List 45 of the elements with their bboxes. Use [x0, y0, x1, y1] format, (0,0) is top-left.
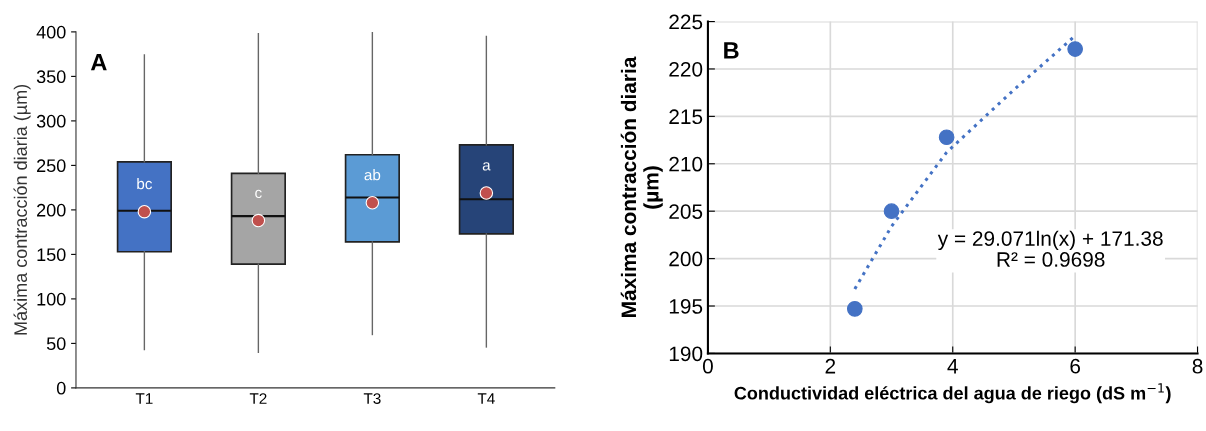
x-tick-label: 0 — [702, 358, 713, 374]
y-tick-label: 200 — [37, 203, 66, 217]
x-tick-label: T2 — [249, 393, 267, 404]
point — [1067, 41, 1083, 57]
x-tick-label: 4 — [947, 359, 958, 374]
y-tick-label: 0 — [56, 381, 66, 395]
point — [938, 129, 955, 146]
y-tick-label: 400 — [36, 25, 66, 39]
point — [365, 196, 380, 210]
y-tick-label: 250 — [37, 159, 66, 173]
x-axis-title: Conductividad eléctrica del agua de riego (dS m$^{−1}$) — [734, 383, 1171, 404]
annotation: a — [482, 162, 491, 171]
annotation: ab — [364, 169, 381, 181]
point — [479, 186, 494, 200]
y-tick-label: 50 — [46, 337, 66, 351]
y-tick-label: 350 — [36, 70, 66, 84]
x-tick-label: 2 — [825, 358, 836, 374]
annotation: B — [724, 42, 739, 59]
y-tick-label: 205 — [669, 204, 703, 219]
point — [883, 203, 900, 220]
point — [137, 204, 152, 219]
x-tick-label: 6 — [1070, 358, 1081, 374]
y-tick-label: 220 — [669, 61, 703, 77]
y-tick-label: 190 — [669, 346, 703, 362]
y-axis-title: Máxima contracción diaria (µm) — [620, 56, 663, 317]
point — [846, 301, 863, 317]
point — [251, 213, 266, 228]
annotation: R² = 0.9698 — [997, 252, 1105, 267]
y-tick-label: 225 — [669, 14, 703, 30]
annotation: bc — [137, 177, 153, 190]
y-tick-label: 215 — [669, 109, 703, 125]
y-tick-label: 195 — [669, 299, 703, 314]
x-tick-label: T4 — [477, 393, 495, 404]
annotation: c — [255, 189, 262, 199]
y-tick-label: 210 — [669, 156, 703, 172]
x-tick-label: T1 — [135, 393, 153, 404]
annotation: A — [90, 54, 107, 71]
x-tick-label: 8 — [1192, 358, 1203, 374]
y-tick-label: 150 — [37, 248, 66, 262]
y-tick-label: 100 — [37, 292, 66, 306]
y-tick-label: 200 — [669, 251, 703, 267]
y-axis-title: Máxima contracción diaria (µm) — [13, 84, 31, 335]
x-tick-label: T3 — [363, 393, 381, 404]
annotation: y = 29.071ln(x) + 171.38 — [937, 230, 1163, 251]
y-tick-label: 300 — [36, 114, 66, 128]
